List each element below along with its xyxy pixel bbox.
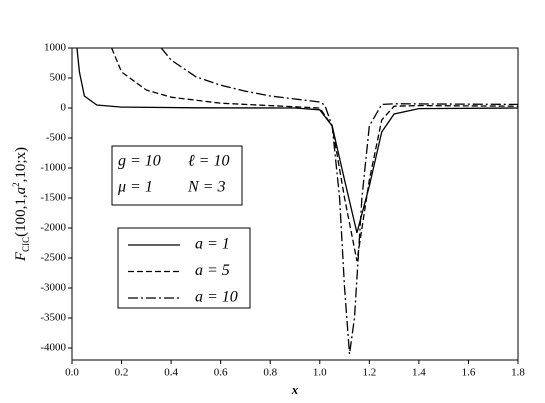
- x-tick-label: 0.0: [65, 367, 79, 379]
- annotation: g = 10: [118, 153, 161, 170]
- y-label-sub: CIC: [21, 237, 31, 252]
- legend-label: a = 1: [195, 236, 230, 253]
- legend-box: [117, 227, 251, 309]
- series-line: [160, 48, 518, 355]
- y-tick-label: 500: [50, 72, 67, 84]
- y-tick-label: -1000: [40, 162, 66, 174]
- y-label-main: F: [13, 251, 29, 262]
- x-tick-label: 0.4: [164, 367, 178, 379]
- y-tick-label: -2000: [40, 222, 66, 234]
- legend-label: a = 10: [195, 289, 238, 306]
- y-tick-label: -2500: [40, 252, 66, 264]
- y-tick-label: 0: [61, 102, 67, 114]
- x-tick-label: 1.4: [412, 367, 426, 379]
- y-tick-label: -3500: [40, 312, 66, 324]
- x-tick-label: 1.6: [462, 367, 476, 379]
- y-tick-label: -4000: [40, 342, 66, 354]
- y-tick-label: -500: [46, 132, 67, 144]
- x-tick-label: 1.0: [313, 367, 327, 379]
- y-tick-label: -1500: [40, 192, 66, 204]
- x-tick-label: 0.2: [115, 367, 129, 379]
- x-axis-label: x: [291, 382, 299, 397]
- annotation: N = 3: [187, 179, 225, 196]
- y-label-var: a: [13, 187, 29, 195]
- y-tick-label: 1000: [44, 42, 67, 54]
- x-tick-label: 0.8: [263, 367, 277, 379]
- plot-frame: [71, 47, 519, 361]
- y-label-open: (100,1,: [13, 194, 29, 237]
- y-axis-label: FCIC(100,1,a2,10;x): [11, 147, 31, 262]
- x-tick-label: 1.2: [362, 367, 376, 379]
- annotation: μ = 1: [117, 179, 153, 196]
- plot-area: [76, 48, 518, 355]
- legend-label: a = 5: [195, 262, 230, 279]
- x-tick-label: 0.6: [214, 367, 228, 379]
- y-tick-label: -3000: [40, 282, 66, 294]
- y-label-sup: 2: [11, 182, 21, 187]
- y-label-close: ,10;x): [13, 147, 29, 182]
- annotation: ℓ = 10: [188, 153, 229, 170]
- x-tick-label: 1.8: [511, 367, 525, 379]
- annotation-box: [111, 145, 243, 206]
